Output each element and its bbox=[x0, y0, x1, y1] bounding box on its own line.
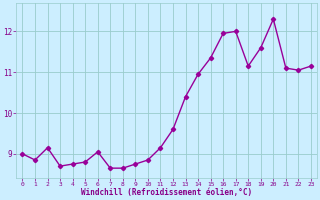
X-axis label: Windchill (Refroidissement éolien,°C): Windchill (Refroidissement éolien,°C) bbox=[81, 188, 252, 197]
